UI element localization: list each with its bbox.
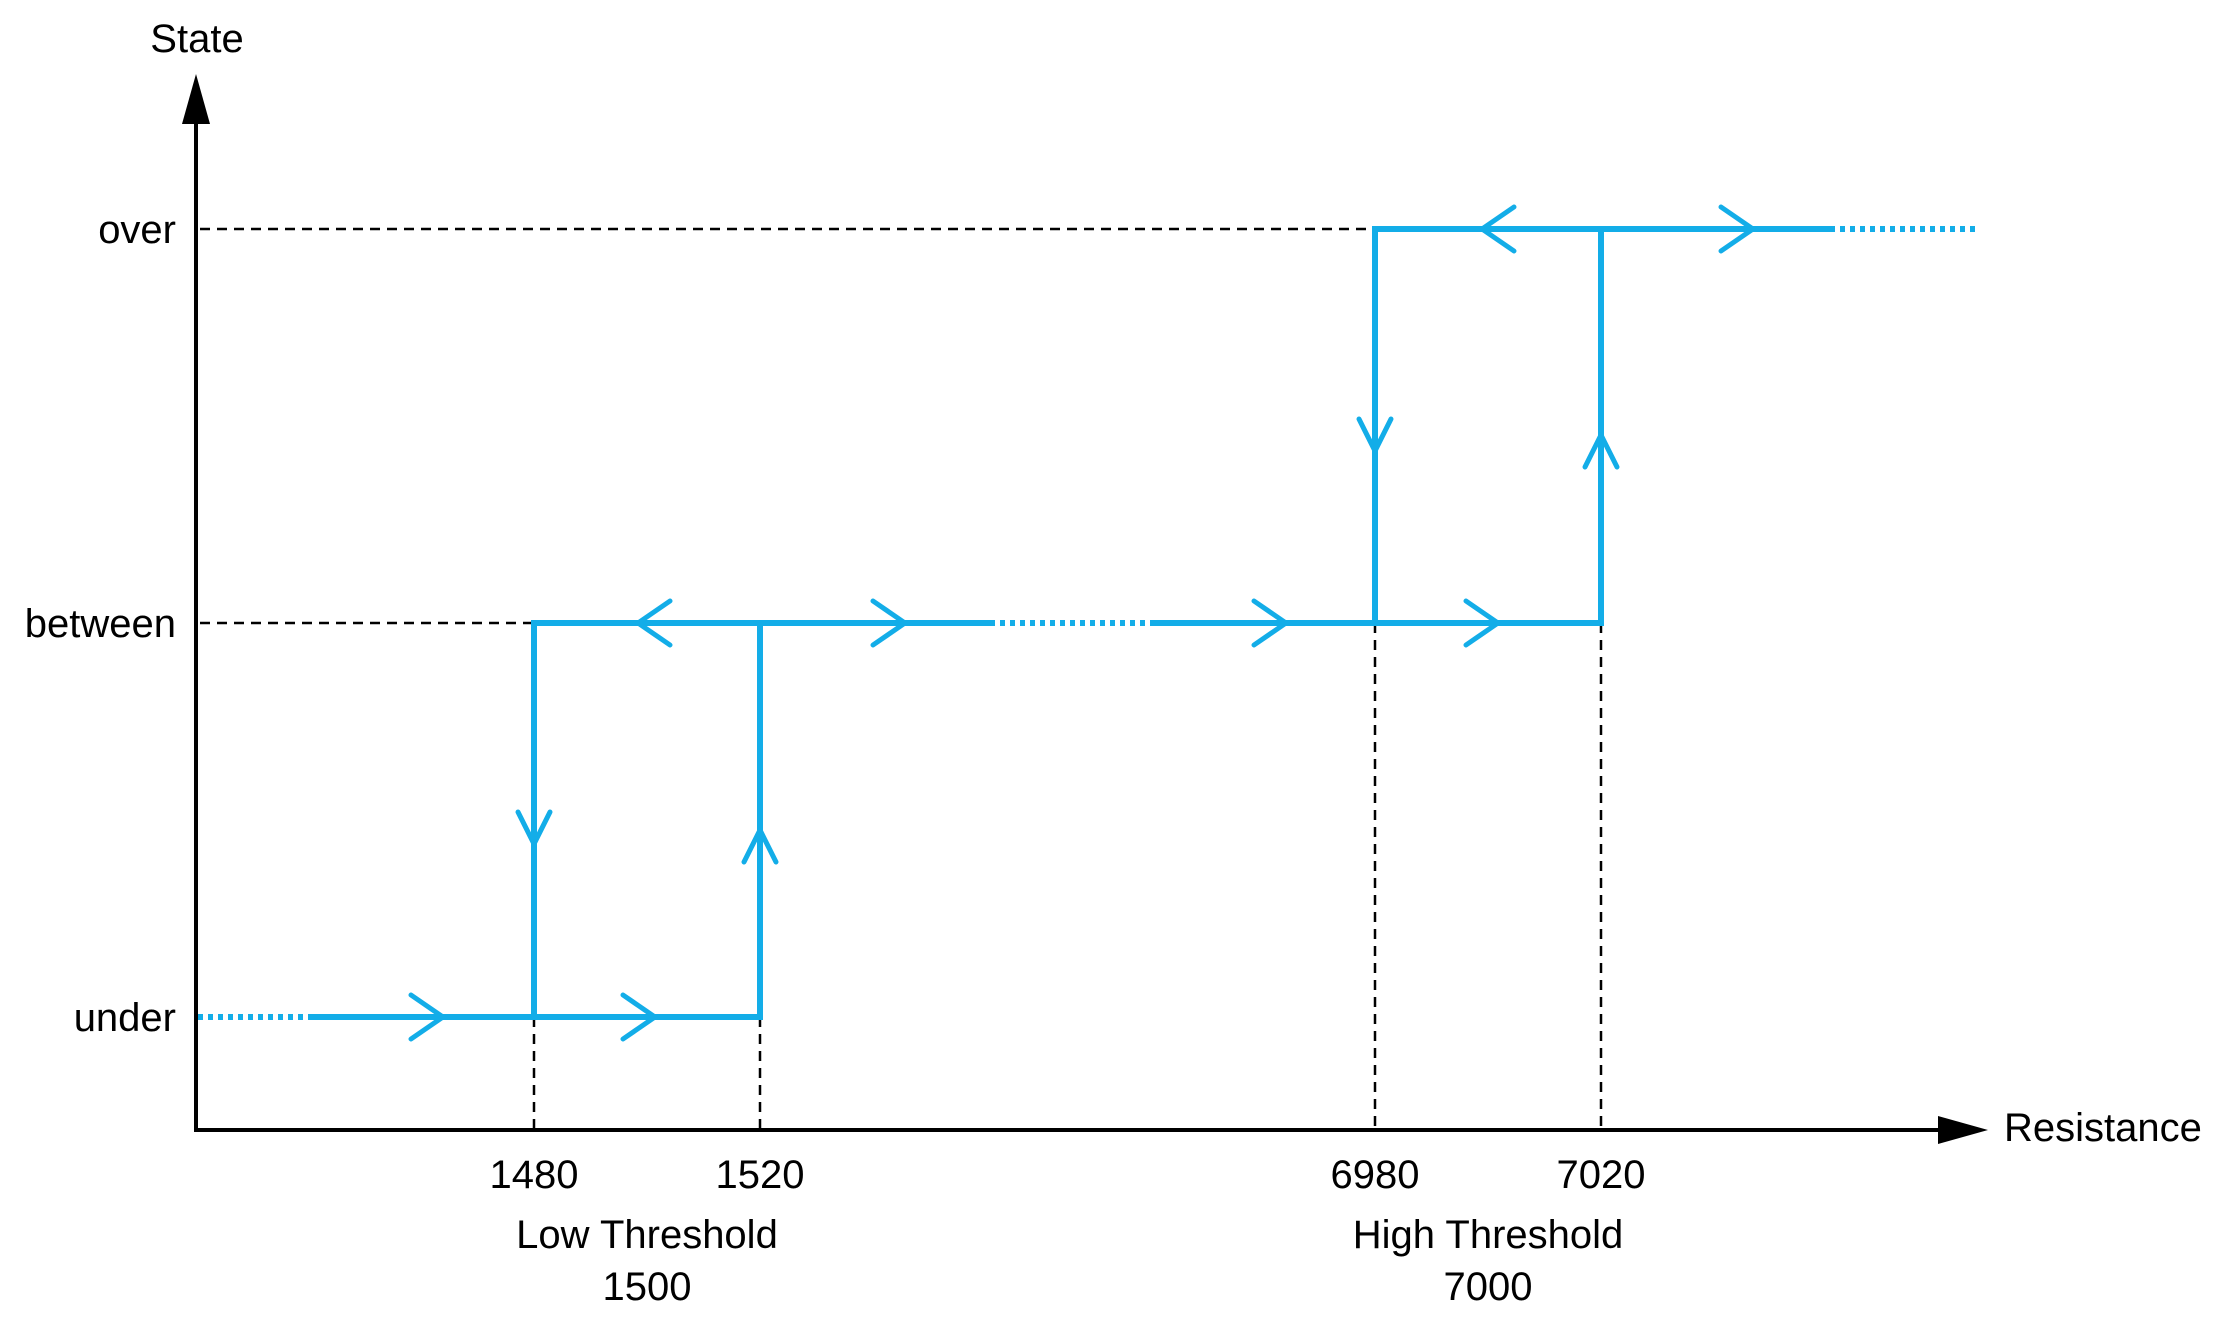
- arrow-right-icon: [1251, 598, 1289, 648]
- arrow-down-icon: [1356, 416, 1394, 454]
- y-axis-label: State: [150, 17, 243, 61]
- arrow-right-icon: [870, 598, 908, 648]
- arrow-left-icon: [1479, 204, 1517, 254]
- hysteresis-trace: [198, 226, 1978, 1020]
- arrow-right-icon: [408, 992, 446, 1042]
- guide-lines: [200, 227, 1603, 1130]
- arrow-right-icon: [1718, 204, 1756, 254]
- axes: [182, 74, 1988, 1144]
- arrow-right-icon: [620, 992, 658, 1042]
- tick-label-1520: 1520: [716, 1153, 805, 1197]
- arrow-up-icon: [1582, 432, 1620, 470]
- tick-label-7020: 7020: [1557, 1153, 1646, 1197]
- tick-label-6980: 6980: [1331, 1153, 1420, 1197]
- y-axis-arrowhead: [182, 74, 210, 124]
- arrow-up-icon: [741, 827, 779, 865]
- x-axis-label: Resistance: [2004, 1106, 2202, 1150]
- state-label-between: between: [25, 602, 176, 646]
- high-threshold-value: 7000: [1444, 1265, 1533, 1309]
- state-label-over: over: [98, 208, 176, 252]
- direction-arrows: [408, 204, 1756, 1042]
- x-axis-arrowhead: [1938, 1116, 1988, 1144]
- arrow-right-icon: [1463, 598, 1501, 648]
- tick-label-1480: 1480: [490, 1153, 579, 1197]
- high-threshold-label: High Threshold: [1353, 1213, 1624, 1257]
- low-threshold-value: 1500: [603, 1265, 692, 1309]
- arrow-left-icon: [635, 598, 673, 648]
- low-threshold-label: Low Threshold: [516, 1213, 778, 1257]
- arrow-down-icon: [515, 809, 553, 847]
- state-label-under: under: [74, 996, 176, 1040]
